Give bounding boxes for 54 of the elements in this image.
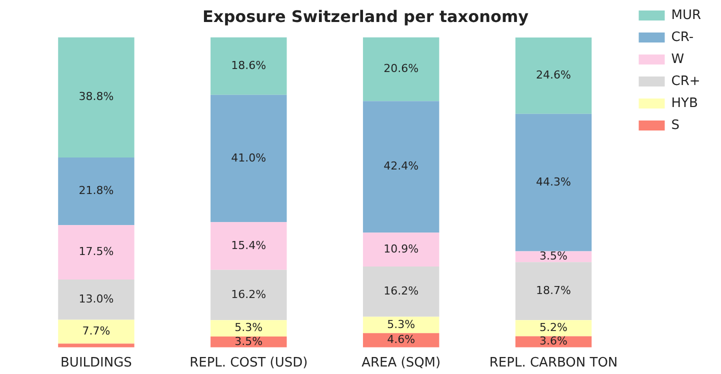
- data-label: 10.9%: [384, 242, 419, 256]
- bar: [210, 320, 287, 337]
- bar: [210, 222, 287, 270]
- data-label: 3.5%: [234, 334, 263, 348]
- legend-label: W: [671, 52, 684, 67]
- data-label: 13.0%: [78, 292, 114, 306]
- data-label: 16.2%: [231, 288, 266, 301]
- bar: [362, 101, 440, 233]
- data-label: 3.6%: [540, 334, 568, 348]
- data-label: 5.3%: [234, 321, 263, 334]
- x-tick-label: REPL. COST (USD): [190, 356, 308, 371]
- data-label: 18.6%: [231, 58, 266, 72]
- data-label: 17.5%: [78, 245, 114, 258]
- data-label: 4.6%: [387, 333, 416, 346]
- bar: [210, 270, 287, 320]
- chart-title: Exposure Switzerland per taxonomy: [202, 6, 530, 26]
- x-tick-label: BUILDINGS: [60, 356, 132, 371]
- legend-label: HYB: [671, 96, 698, 111]
- legend-label: CR-: [671, 30, 694, 45]
- data-label: 3.5%: [540, 250, 568, 263]
- data-label: 5.2%: [540, 321, 568, 334]
- legend-label: CR+: [671, 74, 700, 89]
- legend-label: S: [671, 118, 680, 133]
- data-label: 18.7%: [536, 284, 571, 297]
- x-tick-label: REPL. CARBON TON: [489, 356, 618, 371]
- bar: [58, 279, 134, 320]
- bar: [362, 37, 440, 102]
- data-label: 38.8%: [78, 90, 114, 104]
- bar: [515, 114, 592, 252]
- bar: [362, 316, 440, 334]
- data-label: 21.8%: [78, 184, 114, 198]
- bar: [362, 232, 440, 266]
- bar: [58, 158, 134, 226]
- bar: [58, 344, 134, 348]
- data-label: 41.0%: [231, 151, 266, 164]
- bar: [210, 37, 287, 95]
- data-label: 42.4%: [384, 160, 419, 173]
- bar: [58, 225, 134, 280]
- bar: [58, 320, 134, 344]
- bar: [515, 262, 592, 320]
- x-tick-label: AREA (SQM): [362, 356, 441, 371]
- bar: [210, 94, 287, 222]
- bar: [362, 266, 440, 317]
- bar: [515, 320, 592, 336]
- data-label: 44.3%: [536, 175, 571, 188]
- data-label: 16.2%: [384, 284, 419, 298]
- legend-label: MUR: [671, 8, 701, 23]
- data-label: 15.4%: [231, 238, 266, 252]
- bar: [58, 37, 134, 158]
- bar: [515, 38, 592, 114]
- data-label: 24.6%: [536, 68, 571, 82]
- data-label: 7.7%: [82, 324, 110, 338]
- data-label: 20.6%: [384, 62, 419, 76]
- data-label: 5.3%: [387, 318, 416, 331]
